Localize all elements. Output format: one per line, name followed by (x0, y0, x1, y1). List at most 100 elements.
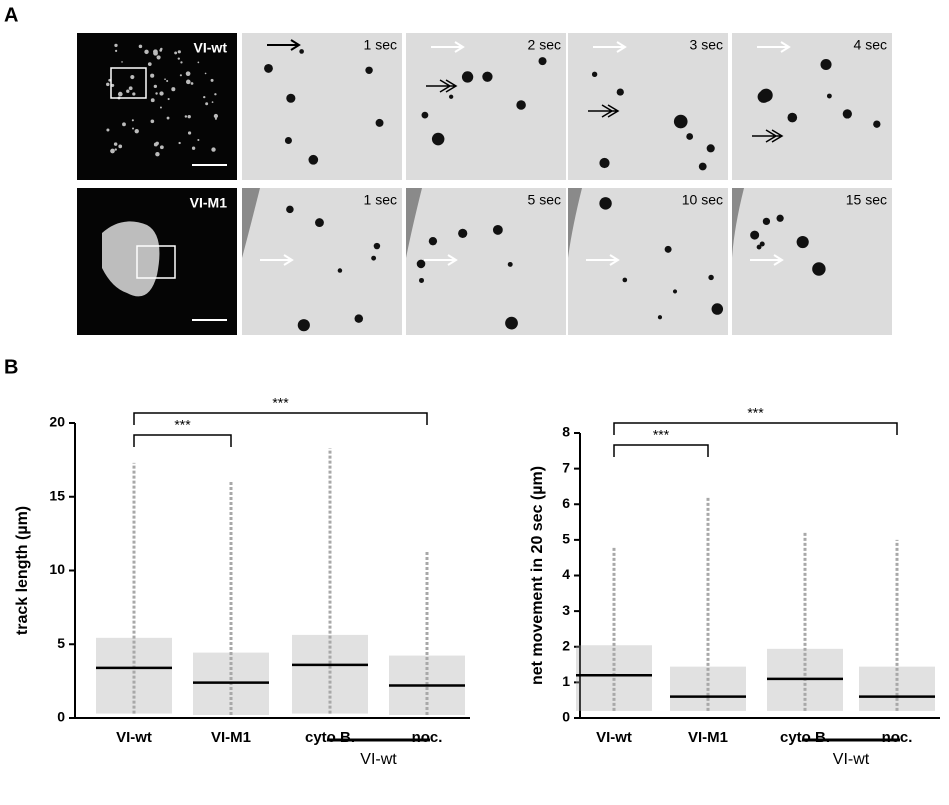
speckle (155, 92, 158, 95)
speckle (138, 44, 143, 49)
panel-label: A (4, 4, 18, 26)
dot-cloud (670, 666, 746, 711)
vesicle (820, 58, 832, 71)
speckle (153, 49, 158, 55)
speckle (177, 50, 181, 54)
speckle (190, 82, 194, 85)
speckle (150, 119, 155, 124)
speckle (126, 89, 130, 93)
vesicle (842, 109, 852, 119)
y-axis-label: net movement in 20 sec (µm) (529, 466, 546, 685)
arrow (424, 254, 458, 266)
speckle (147, 62, 152, 67)
speckle (214, 117, 217, 120)
vesicle (365, 66, 373, 75)
significance-label: *** (653, 427, 670, 443)
speckle (130, 74, 135, 80)
vesicle (796, 235, 809, 249)
speckle (185, 79, 191, 85)
group-label: VI-wt (360, 751, 397, 768)
arrow (431, 41, 465, 53)
speckle (156, 55, 161, 60)
vesicle (776, 214, 784, 222)
vesicle (286, 93, 296, 103)
frame-image (568, 188, 728, 335)
dot-cloud (96, 637, 172, 714)
speckle (197, 138, 200, 142)
y-tick-label: 15 (49, 487, 65, 503)
arrow (750, 254, 784, 266)
vesicle (750, 230, 760, 240)
speckle (132, 92, 136, 96)
vesicle (461, 71, 474, 83)
speckle (114, 148, 117, 151)
vesicle (698, 162, 707, 171)
y-tick-label: 10 (49, 561, 65, 577)
vesicle (673, 114, 688, 129)
vesicle (812, 262, 826, 276)
speckle (184, 115, 188, 118)
vesicle (708, 274, 714, 281)
vesicle (591, 71, 598, 77)
y-tick-label: 6 (562, 495, 570, 511)
time-label: 1 sec (364, 192, 397, 208)
speckle (187, 131, 192, 135)
vesicle (664, 245, 672, 253)
vesicle (622, 277, 628, 283)
time-label: 3 sec (690, 37, 723, 53)
speckle (180, 61, 183, 64)
y-tick-label: 0 (562, 709, 570, 725)
dot-cloud (576, 645, 652, 711)
significance-label: *** (747, 405, 764, 421)
group-label: VI-wt (833, 751, 870, 768)
speckle (150, 98, 155, 103)
speckle (110, 148, 115, 154)
significance-bracket (613, 422, 898, 435)
vesicle (616, 88, 624, 96)
speckle (153, 142, 158, 147)
x-tick-label: cyto B. (780, 729, 830, 746)
y-tick-label: 0 (57, 709, 65, 725)
arrow (588, 104, 620, 118)
vesicle (516, 100, 526, 110)
vesicle (672, 289, 678, 294)
speckle (117, 91, 123, 97)
speckle (121, 61, 123, 63)
frame-image (732, 33, 892, 180)
significance-label: *** (272, 395, 289, 411)
arrow (752, 129, 784, 143)
y-tick-label: 4 (562, 566, 570, 582)
speckle (114, 43, 118, 48)
vesicle (375, 118, 384, 127)
speckle (205, 102, 209, 106)
y-axis-label: track length (µm) (14, 506, 31, 635)
vesicle (373, 242, 381, 250)
speckle (159, 145, 164, 150)
speckle (197, 61, 200, 64)
vesicle (308, 154, 319, 165)
time-label: 4 sec (854, 37, 887, 53)
vesicle (448, 94, 454, 99)
vesicle (421, 111, 429, 119)
cell-edge (732, 188, 744, 258)
vesicle (873, 120, 881, 128)
zoom-box (110, 67, 147, 99)
vesicle (354, 314, 364, 323)
x-tick-label: noc. (882, 729, 913, 746)
y-tick-label: 7 (562, 459, 570, 475)
speckle (211, 147, 216, 152)
time-label: 10 sec (682, 192, 723, 208)
speckle (203, 95, 206, 99)
arrow (267, 39, 301, 51)
x-tick-label: VI-M1 (688, 729, 728, 746)
arrow (593, 41, 627, 53)
arrow (757, 41, 791, 53)
speckle (159, 106, 162, 109)
y-tick-label: 2 (562, 637, 570, 653)
speckle (159, 91, 164, 96)
speckle (134, 128, 139, 134)
speckle (185, 71, 191, 77)
cell-label: VI-M1 (190, 195, 228, 211)
panel-label: B (4, 356, 18, 378)
vesicle (826, 93, 832, 99)
